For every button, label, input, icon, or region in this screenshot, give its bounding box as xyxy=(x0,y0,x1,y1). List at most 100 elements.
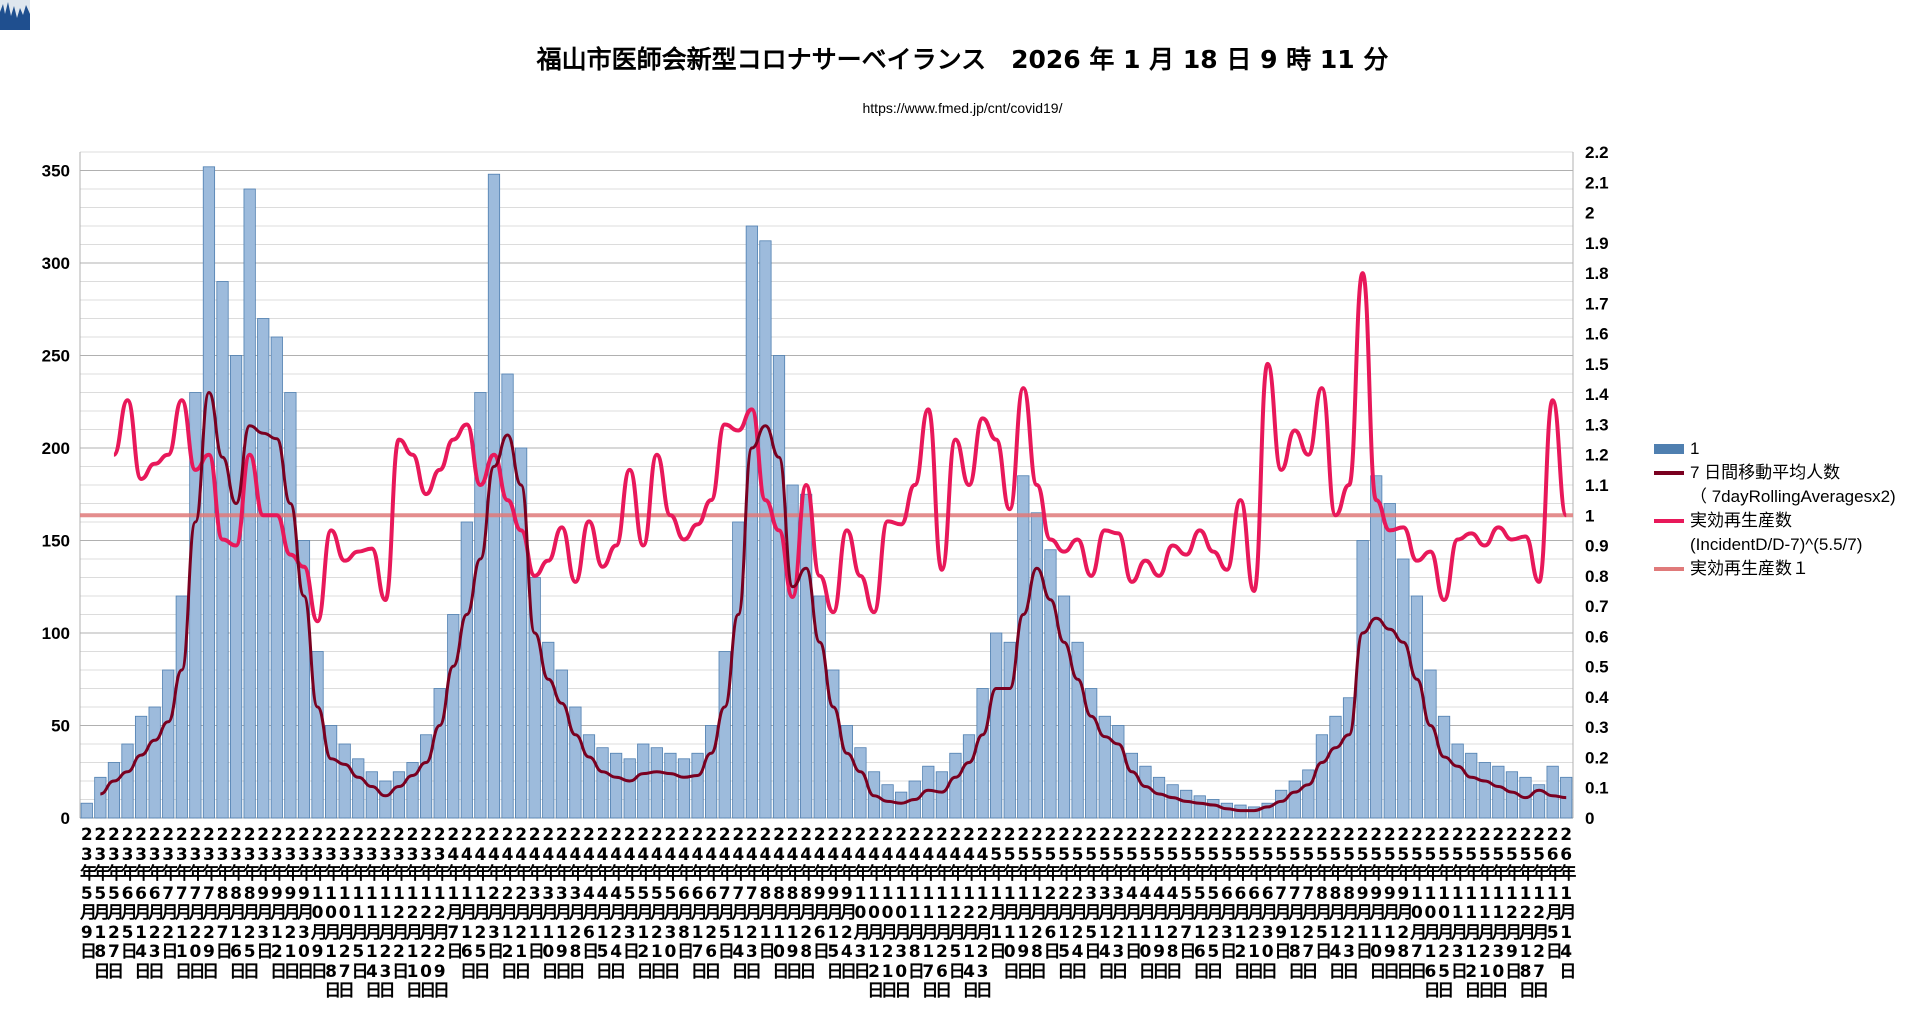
bar xyxy=(392,771,406,819)
x-tick-label: 25年1月28日 xyxy=(1030,825,1048,982)
bar xyxy=(1437,715,1451,819)
chart-title: 福山市医師会新型コロナサーベイランス 2026 年 1 月 18 日 9 時 1… xyxy=(536,45,1389,74)
x-tick-label: 23年8月25日 xyxy=(242,825,260,982)
x-tick-label: 25年6月3日 xyxy=(1220,825,1238,962)
x-tick-label: 24年11月17日 xyxy=(921,825,939,1001)
bar xyxy=(80,802,93,819)
x-tick-label: 23年5月9日 xyxy=(79,825,97,962)
x-tick-label: 25年5月7日 xyxy=(1179,825,1197,962)
x-tick-label: 23年7月11日 xyxy=(174,825,192,982)
x-tick-label: 26年1月14日 xyxy=(1559,825,1577,982)
x-tick-label: 23年6月5日 xyxy=(120,825,138,962)
legend-swatch-bars xyxy=(1654,444,1684,454)
x-tick-label: 24年7月5日 xyxy=(717,825,735,962)
x-tick-label: 24年8月19日 xyxy=(785,825,803,982)
bar xyxy=(962,734,976,819)
bar xyxy=(284,392,297,819)
bar xyxy=(745,225,758,819)
bar xyxy=(1383,503,1396,819)
x-tick-label: 23年12月29日 xyxy=(432,825,450,1001)
x-tick-label: 25年12月9日 xyxy=(1505,825,1523,982)
x-tick-label: 23年10月27日 xyxy=(337,825,355,1001)
bar xyxy=(949,752,962,819)
bar xyxy=(854,747,867,819)
legend-label: 1 xyxy=(1690,439,1700,458)
bar xyxy=(365,771,378,819)
y-right-tick-label: 0.2 xyxy=(1585,748,1609,767)
bar xyxy=(935,771,948,819)
y-right-tick-label: 1.2 xyxy=(1585,446,1609,465)
bar xyxy=(610,752,623,819)
bar xyxy=(759,240,772,819)
x-tick-label: 25年4月19日 xyxy=(1152,825,1170,982)
bar xyxy=(175,595,188,819)
x-tick-label: 25年11月30日 xyxy=(1491,825,1509,1001)
y-right-tick-label: 0.1 xyxy=(1585,779,1609,798)
y-left-tick-label: 300 xyxy=(42,254,70,273)
bar xyxy=(1329,715,1342,819)
x-tick-label: 24年8月10日 xyxy=(772,825,790,982)
bar xyxy=(1057,595,1071,819)
x-tick-label: 24年9月15日 xyxy=(826,825,844,982)
y-right-tick-label: 0.4 xyxy=(1585,688,1609,707)
bar xyxy=(786,484,799,819)
bar xyxy=(202,166,216,819)
x-tick-label: 25年3月5日 xyxy=(1084,825,1102,962)
x-tick-label: 24年2月12日 xyxy=(500,825,518,982)
bar xyxy=(229,355,243,819)
y-right-tick-label: 0.7 xyxy=(1585,597,1609,616)
x-tick-label: 24年7月14日 xyxy=(731,825,749,982)
y-right-tick-label: 0 xyxy=(1585,809,1594,828)
bar xyxy=(515,447,528,819)
bar xyxy=(691,752,704,819)
legend-item-rt1: 実効再生産数１ xyxy=(1654,557,1896,581)
bar xyxy=(1410,595,1424,819)
x-tick-label: 23年10月18日 xyxy=(324,825,342,1001)
x-tick-label: 24年12月23日 xyxy=(975,825,993,1001)
bar xyxy=(338,743,351,819)
bar xyxy=(705,725,718,819)
x-tick-label: 23年9月30日 xyxy=(297,825,315,982)
x-tick-label: 23年5月18日 xyxy=(93,825,111,982)
bar xyxy=(134,715,148,819)
x-tick-label: 25年2月24日 xyxy=(1070,825,1088,982)
x-tick-label: 25年2月15日 xyxy=(1057,825,1075,982)
bar xyxy=(1478,762,1491,819)
bar xyxy=(1356,540,1369,819)
legend: 1 7 日間移動平均人数 （ 7dayRollingAveragesx2) 実効… xyxy=(1654,437,1896,581)
legend-swatch-rt xyxy=(1654,519,1684,523)
bar xyxy=(1275,789,1288,819)
x-tick-label: 24年3月10日 xyxy=(541,825,559,982)
x-tick-label: 25年5月25日 xyxy=(1206,825,1224,982)
y-right-tick-label: 1.1 xyxy=(1585,476,1609,495)
bar xyxy=(94,776,107,819)
bar xyxy=(1451,743,1464,819)
bar xyxy=(324,725,338,819)
y-right-tick-label: 1.5 xyxy=(1585,355,1609,374)
x-tick-label: 25年7月27日 xyxy=(1301,825,1319,982)
bar xyxy=(637,743,650,819)
bar xyxy=(650,747,663,819)
bar xyxy=(243,188,256,819)
x-tick-label: 24年10月3日 xyxy=(853,825,871,982)
y-right-tick-label: 2.1 xyxy=(1585,173,1609,192)
bar xyxy=(406,762,419,819)
y-left-tick-label: 150 xyxy=(42,532,70,551)
bar xyxy=(555,669,568,819)
y-right-tick-label: 1.8 xyxy=(1585,264,1609,283)
x-tick-label: 25年6月12日 xyxy=(1233,825,1251,982)
y-left-tick-label: 100 xyxy=(42,624,70,643)
y-right-tick-label: 2 xyxy=(1585,204,1594,223)
x-tick-label: 24年3月19日 xyxy=(555,825,573,982)
x-tick-label: 23年12月20日 xyxy=(419,825,437,1001)
bar xyxy=(840,725,853,819)
x-tick-label: 23年8月16日 xyxy=(229,825,247,982)
x-tick-label: 24年10月12日 xyxy=(867,825,885,1001)
bar xyxy=(1315,734,1329,819)
y-right-tick-label: 0.8 xyxy=(1585,567,1609,586)
bar xyxy=(596,747,609,819)
x-tick-label: 25年9月19日 xyxy=(1382,825,1400,982)
y-right-tick-label: 0.5 xyxy=(1585,658,1609,677)
x-tick-label: 25年5月16日 xyxy=(1192,825,1210,982)
x-tick-label: 23年11月5日 xyxy=(351,825,369,982)
